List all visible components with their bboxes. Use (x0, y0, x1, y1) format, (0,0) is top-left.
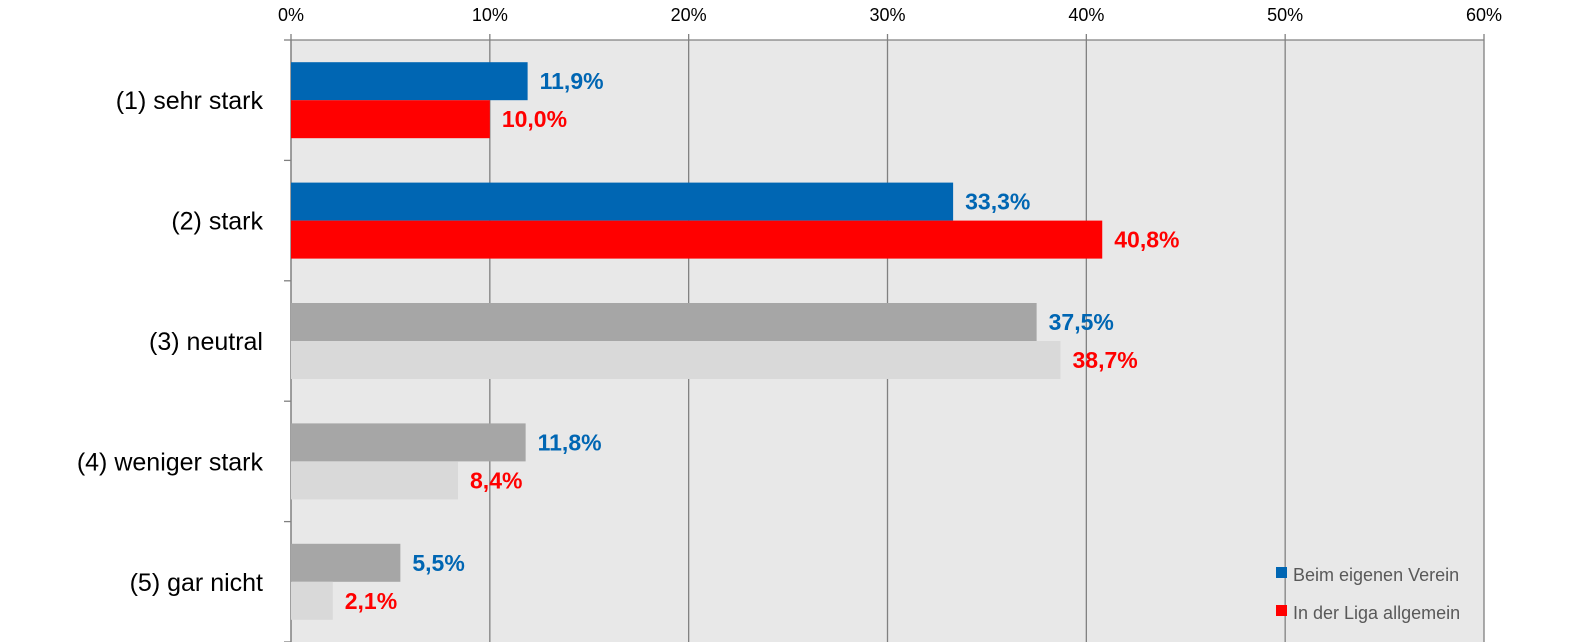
bars (291, 62, 1103, 620)
data-label-verein: 5,5% (412, 550, 464, 576)
x-tick-label: 10% (472, 5, 508, 25)
data-label-liga: 2,1% (345, 588, 397, 614)
legend-label-liga: In der Liga allgemein (1293, 603, 1460, 623)
data-label-liga: 10,0% (502, 106, 567, 132)
bar-verein (291, 303, 1037, 341)
category-label: (5) gar nicht (130, 569, 263, 597)
x-tick-label: 40% (1068, 5, 1104, 25)
category-label: (4) weniger stark (77, 448, 264, 476)
bar-verein (291, 423, 526, 462)
x-tick-label: 60% (1466, 5, 1502, 25)
data-label-liga: 40,8% (1114, 227, 1179, 253)
data-labels: 11,9% 10,0% 33,3% 40,8% 37,5% 38,7% 11,8% 8,4% 5… (345, 68, 1180, 614)
data-label-verein: 11,8% (538, 429, 602, 455)
category-axis: (1) sehr stark (2) stark (3) neutral (4) we… (77, 39, 292, 642)
data-label-verein: 33,3% (965, 189, 1030, 215)
data-label-verein: 37,5% (1049, 309, 1114, 335)
legend: Beim eigenen Verein In der Liga allgemei… (1276, 565, 1460, 623)
legend-swatch-liga (1276, 605, 1287, 616)
bar-liga (291, 100, 490, 139)
data-label-verein: 11,9% (540, 68, 604, 94)
data-label-liga: 38,7% (1072, 347, 1137, 373)
category-label: (1) sehr stark (116, 87, 264, 115)
bar-verein (291, 182, 954, 221)
x-axis-ticks: 0% 10% 20% 30% 40% 50% 60% (278, 5, 1502, 25)
data-label-liga: 8,4% (470, 467, 522, 493)
bar-verein (291, 543, 401, 582)
bar-verein (291, 62, 528, 101)
x-tick-label: 0% (278, 5, 304, 25)
legend-label-verein: Beim eigenen Verein (1293, 565, 1459, 585)
bar-liga (291, 581, 333, 620)
category-label: (3) neutral (149, 328, 263, 356)
bar-liga (291, 341, 1061, 379)
legend-swatch-verein (1276, 567, 1287, 578)
bar-liga (291, 220, 1103, 259)
x-tick-label: 30% (869, 5, 905, 25)
category-label: (2) stark (171, 208, 263, 236)
bar-liga (291, 461, 459, 500)
x-tick-label: 50% (1267, 5, 1303, 25)
x-tick-label: 20% (671, 5, 707, 25)
